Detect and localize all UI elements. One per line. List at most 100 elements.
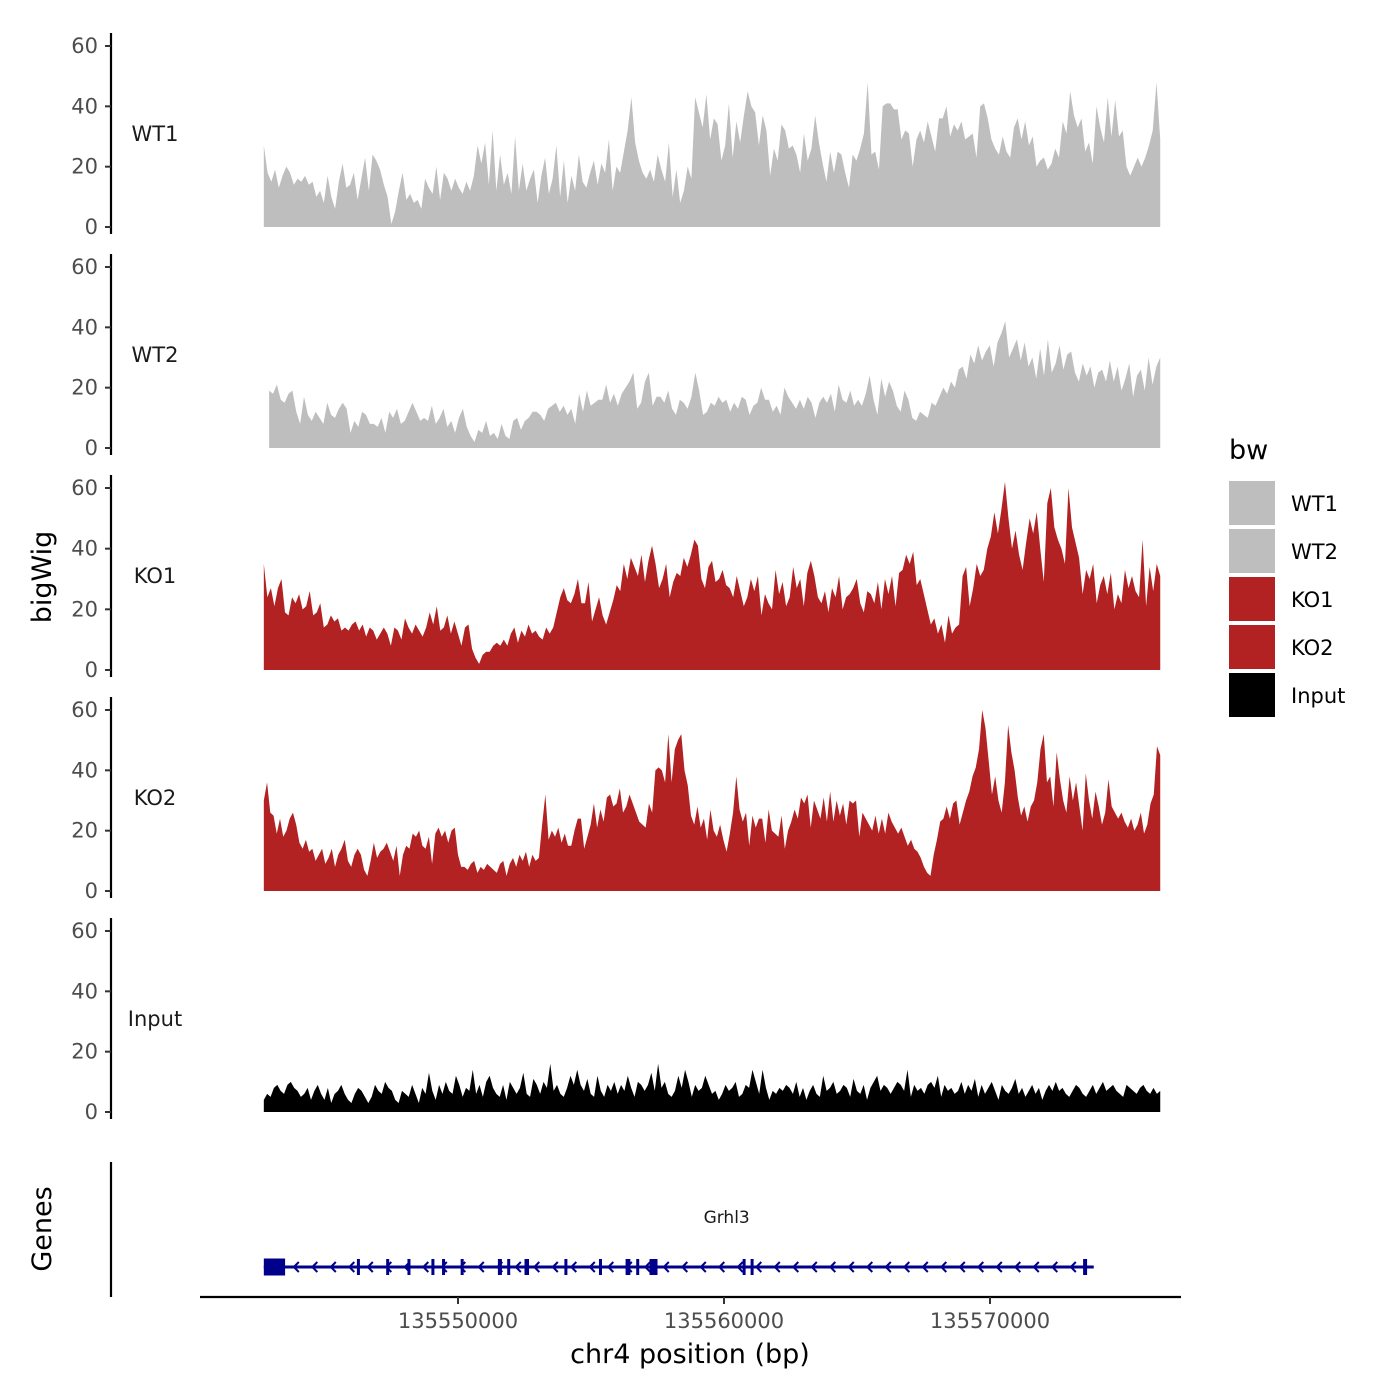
y-tick-label: 20 [71,819,98,843]
strand-arrow [366,1261,374,1273]
coverage-area-wt2 [269,321,1161,448]
gene-exon [407,1259,411,1275]
y-tick-label: 60 [71,698,98,722]
y-tick-label: 20 [71,1040,98,1064]
strand-arrow [588,1261,596,1273]
x-tick-label: 135550000 [398,1309,518,1333]
legend-swatch-wt1 [1229,481,1275,525]
legend-label-ko1: KO1 [1291,588,1334,612]
x-axis: 135550000 135560000 135570000 chr4 positio… [200,1295,1181,1370]
y-tick-label: 40 [71,94,98,118]
strand-arrow [347,1261,356,1273]
gene-exon [649,1259,658,1275]
coverage-area-ko2 [263,710,1161,891]
gene-exon [636,1259,640,1275]
genes-axis-title: Genes [27,1186,58,1271]
strand-arrow [421,1261,430,1273]
strand-arrow [532,1261,541,1273]
gene-exon [356,1259,360,1275]
strand-arrow [643,1261,652,1273]
coverage-area-wt1 [263,82,1161,227]
y-tick-label: 0 [85,436,98,460]
gene-exon [564,1259,568,1275]
strand-arrow [1069,1261,1077,1273]
strand-arrow [810,1261,818,1273]
gene-track: Grhl3 Genes [27,1162,1094,1297]
coverage-area-ko1 [263,481,1161,670]
track-label-wt1: WT1 [132,122,179,146]
strand-arrow [717,1261,726,1273]
track-ko1: 0 20 40 60 KO1 [71,475,1161,682]
gene-exon [524,1259,530,1275]
legend-label-wt1: WT1 [1291,492,1338,516]
gene-name-label: Grhl3 [704,1208,750,1228]
gene-exon [431,1259,435,1275]
track-ko2: 0 20 40 60 KO2 [71,697,1161,903]
y-tick-label: 20 [71,597,98,621]
y-tick-label: 0 [85,658,98,682]
gene-exon [750,1259,754,1275]
y-tick-label: 40 [71,758,98,782]
strand-arrow [754,1261,763,1273]
y-tick-label: 0 [85,1100,98,1124]
strand-arrow [662,1261,670,1273]
strand-arrow [514,1261,522,1273]
track-wt2: 0 20 40 60 WT2 [71,254,1161,460]
legend-swatch-input [1229,673,1275,717]
legend-swatch-wt2 [1229,529,1275,573]
strand-arrow [902,1261,911,1273]
coverage-tracks: 0 20 40 60 WT1 0 20 40 60 WT2 0 20 40 60 KO1 0 20 40 60 KO2… [71,33,1161,1124]
y-tick-label: 40 [71,315,98,339]
legend-label-input: Input [1291,684,1345,708]
strand-arrow [921,1261,929,1273]
gene-exon [507,1259,511,1275]
legend-label-ko2: KO2 [1291,636,1334,660]
y-tick-label: 60 [71,34,98,58]
gene-exon [386,1259,390,1275]
track-label-wt2: WT2 [132,343,179,367]
strand-arrow [865,1261,874,1273]
strand-arrow [310,1261,319,1273]
strand-arrow [440,1261,448,1273]
y-tick-label: 60 [71,919,98,943]
gene-exon [742,1259,746,1275]
y-tick-label: 40 [71,537,98,561]
strand-arrow [847,1261,855,1273]
track-wt1: 0 20 40 60 WT1 [71,33,1161,239]
strand-arrow [569,1261,578,1273]
gene-exon [598,1259,602,1275]
y-tick-label: 60 [71,255,98,279]
track-label-ko2: KO2 [134,786,177,810]
strand-arrow [477,1261,485,1273]
x-tick-label: 135570000 [930,1309,1050,1333]
strand-arrow [884,1261,892,1273]
legend-title: bw [1229,435,1268,466]
legend-swatch-ko2 [1229,625,1275,669]
y-tick-label: 40 [71,979,98,1003]
x-tick-label: 135560000 [664,1309,784,1333]
track-label-ko1: KO1 [134,564,177,588]
strand-arrow [292,1261,300,1273]
strand-arrow [958,1261,966,1273]
track-input: 0 20 40 60 Input [71,918,1161,1124]
y-tick-label: 0 [85,215,98,239]
gene-exon [442,1259,446,1275]
y-tick-label: 60 [71,476,98,500]
strand-arrow [939,1261,948,1273]
strand-arrow [606,1261,615,1273]
strand-arrow [1013,1261,1022,1273]
strand-arrow [791,1261,800,1273]
strand-arrow [1032,1261,1040,1273]
y-axis-title: bigWig [27,531,58,624]
strand-arrow [551,1261,559,1273]
gene-exon [497,1259,502,1275]
strand-arrow [699,1261,707,1273]
strand-arrow [1050,1261,1059,1273]
coverage-area-input [263,1063,1161,1112]
strand-arrow [680,1261,689,1273]
y-tick-label: 20 [71,155,98,179]
legend: bw WT1 WT2 KO1 KO2 Input [1229,435,1345,717]
gene-model [263,1258,1094,1276]
legend-swatch-ko1 [1229,577,1275,621]
